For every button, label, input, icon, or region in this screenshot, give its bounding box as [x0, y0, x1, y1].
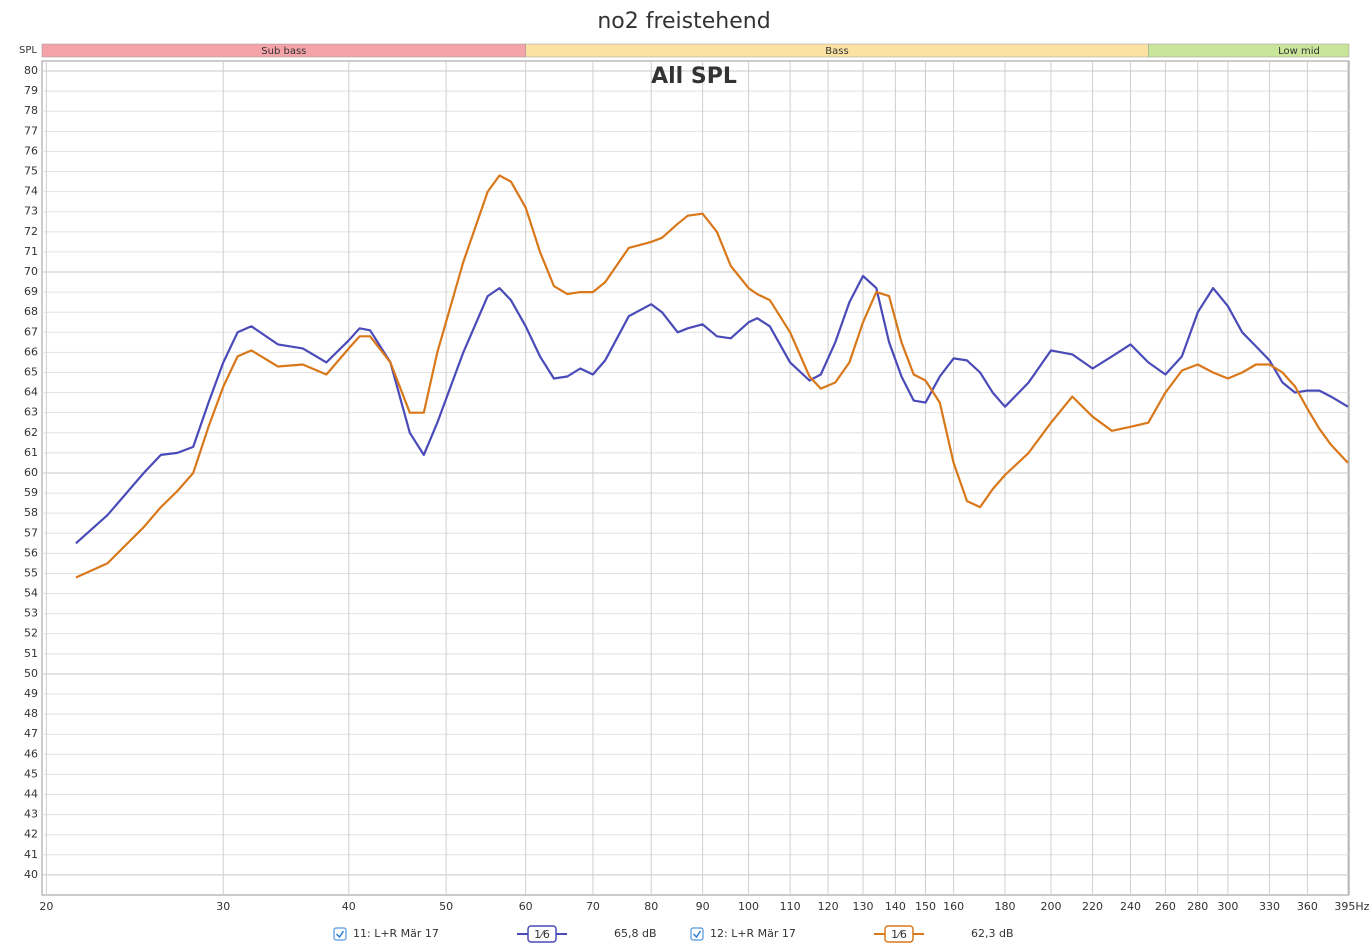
annotation: All SPL — [651, 64, 737, 89]
y-tick-label: 80 — [24, 64, 38, 77]
band — [1148, 43, 1350, 58]
y-tick-label: 41 — [24, 848, 38, 861]
legend-checkbox[interactable] — [333, 927, 347, 941]
x-tick-label: 100 — [738, 900, 759, 913]
y-tick-label: 58 — [24, 506, 38, 519]
band-label: Low mid — [1278, 46, 1320, 57]
plot-area — [41, 60, 1350, 896]
x-tick-label: 360 — [1297, 900, 1318, 913]
y-tick-label: 70 — [24, 265, 38, 278]
x-tick-label: 50 — [439, 900, 453, 913]
y-tick-label: 79 — [24, 84, 38, 97]
legend-level: 62,3 dB — [971, 927, 1014, 940]
x-tick-label: 280 — [1187, 900, 1208, 913]
x-tick-label: 60 — [519, 900, 533, 913]
legend-item: 11: L+R Mär 17 1⁄6 65,8 dB — [333, 925, 657, 943]
y-tick-label: 54 — [24, 587, 38, 600]
x-tick-label: 260 — [1155, 900, 1176, 913]
y-tick-label: 48 — [24, 707, 38, 720]
x-tick-label: 30 — [216, 900, 230, 913]
y-tick-label: 53 — [24, 607, 38, 620]
legend-smoothing-box — [884, 925, 914, 943]
y-tick-label: 40 — [24, 868, 38, 881]
y-tick-label: 76 — [24, 144, 38, 157]
x-tick-label: 300 — [1217, 900, 1238, 913]
y-tick-label: 65 — [24, 365, 38, 378]
y-tick-label: 45 — [24, 767, 38, 780]
y-tick-label: 78 — [24, 104, 38, 117]
y-tick-label: 42 — [24, 828, 38, 841]
x-tick-label: 120 — [818, 900, 839, 913]
y-tick-label: 43 — [24, 808, 38, 821]
legend-check — [692, 930, 702, 939]
y-tick-label: 47 — [24, 727, 38, 740]
y-tick-label: 46 — [24, 747, 38, 760]
y-tick-label: 77 — [24, 124, 38, 137]
legend-label: 11: L+R Mär 17 — [353, 927, 439, 940]
y-tick-label: 59 — [24, 486, 38, 499]
legend-smoothing: 1⁄6 — [534, 928, 550, 941]
x-tick-label: 220 — [1082, 900, 1103, 913]
y-tick-label: 67 — [24, 325, 38, 338]
y-tick-label: 72 — [24, 225, 38, 238]
x-tick-label: 330 — [1259, 900, 1280, 913]
legend-item: 12: L+R Mär 17 1⁄6 62,3 dB — [690, 925, 1014, 943]
y-tick-label: 52 — [24, 627, 38, 640]
y-tick-label: 69 — [24, 285, 38, 298]
y-tick-label: 63 — [24, 406, 38, 419]
y-tick-label: 49 — [24, 687, 38, 700]
x-tick-label: 110 — [780, 900, 801, 913]
x-tick-label: 200 — [1040, 900, 1061, 913]
x-tick-label: 160 — [943, 900, 964, 913]
legend-label: 12: L+R Mär 17 — [710, 927, 796, 940]
x-tick-label: 70 — [586, 900, 600, 913]
y-label: SPL — [19, 45, 37, 56]
x-tick-label: 150 — [915, 900, 936, 913]
y-tick-label: 57 — [24, 526, 38, 539]
y-tick-label: 60 — [24, 466, 38, 479]
legend-smoothing: 1⁄6 — [891, 928, 907, 941]
legend-checkbox[interactable] — [690, 927, 704, 941]
x-tick-label: 130 — [853, 900, 874, 913]
series-line — [75, 174, 1349, 579]
legend-smoothing-box — [527, 925, 557, 943]
y-tick-label: 74 — [24, 185, 38, 198]
x-tick-label: 395Hz — [1334, 900, 1369, 913]
x-tick-label: 240 — [1120, 900, 1141, 913]
band-label: Bass — [825, 46, 848, 57]
y-tick-label: 50 — [24, 667, 38, 680]
x-tick-label: 40 — [342, 900, 356, 913]
series-line — [75, 274, 1349, 545]
y-tick-label: 64 — [24, 386, 38, 399]
chart-title: no2 freistehend — [597, 9, 770, 34]
x-tick-label: 180 — [995, 900, 1016, 913]
x-tick-label: 90 — [696, 900, 710, 913]
y-tick-label: 62 — [24, 426, 38, 439]
legend-level: 65,8 dB — [614, 927, 657, 940]
y-tick-label: 73 — [24, 205, 38, 218]
x-tick-label: 20 — [39, 900, 53, 913]
y-tick-label: 51 — [24, 647, 38, 660]
y-tick-label: 44 — [24, 788, 38, 801]
y-tick-label: 61 — [24, 446, 38, 459]
y-tick-label: 55 — [24, 566, 38, 579]
x-tick-label: 80 — [644, 900, 658, 913]
y-tick-label: 66 — [24, 345, 38, 358]
x-tick-label: 140 — [885, 900, 906, 913]
y-tick-label: 68 — [24, 305, 38, 318]
band-label: Sub bass — [261, 46, 306, 57]
y-tick-label: 56 — [24, 546, 38, 559]
y-tick-label: 75 — [24, 165, 38, 178]
y-tick-label: 71 — [24, 245, 38, 258]
legend-check — [335, 930, 345, 939]
